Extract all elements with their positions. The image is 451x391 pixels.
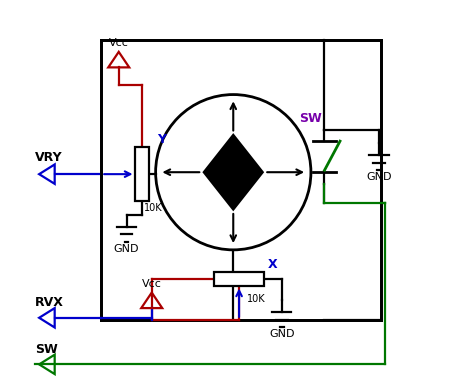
Circle shape — [156, 95, 311, 250]
Text: SW: SW — [35, 343, 58, 356]
Text: GND: GND — [269, 329, 295, 339]
Text: GND: GND — [114, 244, 139, 254]
Bar — [101, 40, 381, 320]
Text: X: X — [268, 258, 278, 271]
Polygon shape — [204, 135, 262, 209]
Text: 10K: 10K — [144, 203, 163, 213]
Bar — [135, 147, 149, 201]
Text: SW: SW — [299, 112, 322, 125]
Text: RVX: RVX — [35, 296, 64, 309]
Text: 10K: 10K — [247, 294, 266, 304]
Bar — [214, 272, 264, 286]
Text: Vcc: Vcc — [142, 279, 161, 289]
Text: GND: GND — [366, 172, 391, 182]
Text: VRY: VRY — [35, 151, 63, 163]
Text: Vcc: Vcc — [109, 38, 129, 48]
Text: Y: Y — [157, 133, 166, 146]
